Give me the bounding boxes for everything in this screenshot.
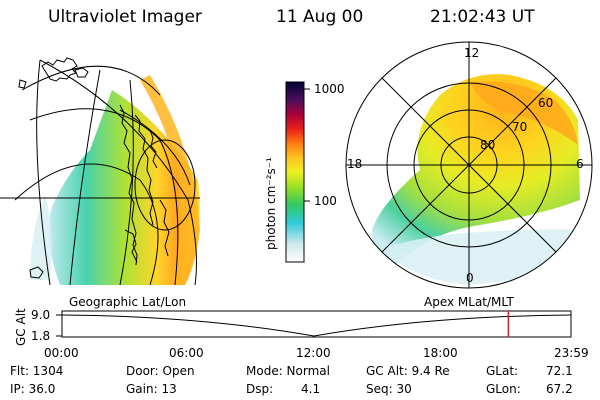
altitude-curve: [61, 314, 572, 337]
mlt-label-0: 0: [466, 271, 474, 285]
mlt-label-18: 18: [347, 157, 363, 171]
colorbar-tick-label-100: 100: [314, 194, 337, 208]
timeline-ytick-low: 1.8: [31, 329, 51, 343]
coastlines: [18, 57, 170, 279]
timeline-ylabel: GC Alt: [14, 308, 28, 346]
colorbar-tick-label-1000: 1000: [314, 82, 345, 96]
date-label: 11 Aug 00: [276, 7, 364, 27]
status-dsp-value: 4.1: [301, 382, 321, 396]
time-label: 21:02:43 UT: [430, 7, 535, 27]
colorbar-unit-label: photon cm⁻²s⁻¹: [264, 157, 278, 250]
mlat-label-60: 60: [538, 96, 554, 110]
auroral-oval: [371, 74, 580, 265]
status-seq: Seq: 30: [366, 382, 412, 396]
mlat-label-80: 80: [480, 138, 496, 152]
status-door: Door: Open: [126, 364, 195, 378]
timeline-xtick-1800: 18:00: [423, 346, 458, 360]
geographic-emission: [30, 75, 200, 285]
status-glon-label: GLon:: [486, 382, 521, 396]
mlt-label-12: 12: [464, 46, 480, 60]
timeline-xtick-2359: 23:59: [554, 346, 589, 360]
geographic-panel-title: Geographic Lat/Lon: [69, 295, 187, 309]
instrument-title: Ultraviolet Imager: [48, 7, 202, 27]
status-gain: Gain: 13: [126, 382, 177, 396]
apex-panel-title: Apex MLat/MLT: [424, 295, 514, 309]
status-dsp-label: Dsp:: [246, 382, 274, 396]
mlat-label-70: 70: [512, 120, 528, 134]
timeline-xtick-0600: 06:00: [169, 346, 204, 360]
status-flt: Flt: 1304: [10, 364, 64, 378]
timeline-ytick-high: 9.0: [31, 308, 51, 322]
timeline-xtick-0000: 00:00: [44, 346, 79, 360]
status-gc-alt: GC Alt: 9.4 Re: [366, 364, 450, 378]
colorbar: [285, 81, 305, 263]
altitude-timeline: [56, 310, 572, 338]
status-ip: IP: 36.0: [10, 382, 56, 396]
mlt-label-6: 6: [576, 157, 584, 171]
status-glat-label: GLat:: [486, 364, 519, 378]
status-glon-value: 67.2: [546, 382, 573, 396]
status-mode: Mode: Normal: [246, 364, 330, 378]
geographic-grid: [0, 59, 200, 286]
polar-plot: [345, 41, 593, 289]
timeline-xtick-1200: 12:00: [296, 346, 331, 360]
status-glat-value: 72.1: [546, 364, 573, 378]
